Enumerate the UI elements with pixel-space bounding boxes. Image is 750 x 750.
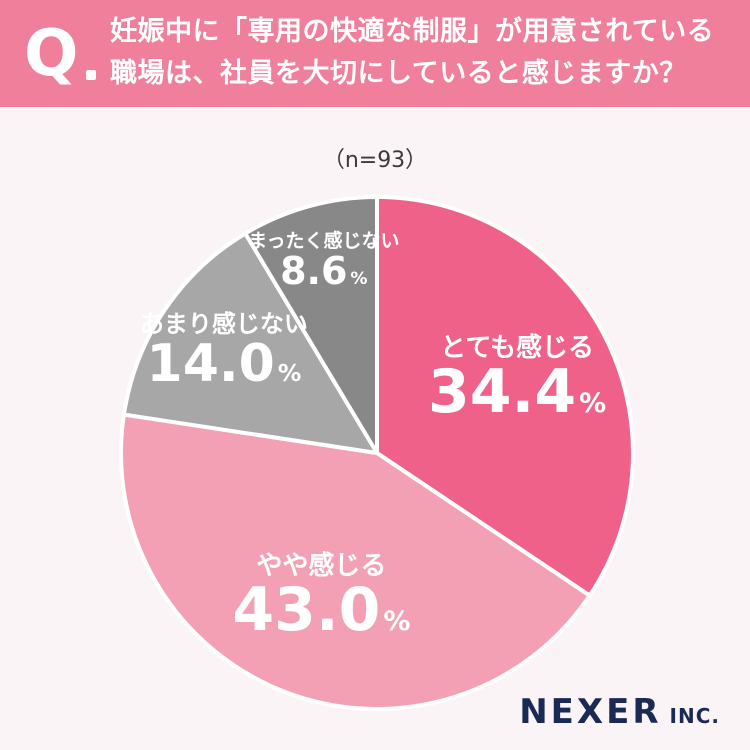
value-label: 34.4%: [428, 362, 606, 422]
nexer-logo: NEXER INC.: [519, 692, 720, 732]
slice-mattaku-kanjinai: [243, 195, 379, 455]
value-number: 43.0: [232, 575, 381, 646]
label-mattaku-kanjinai: まったく感じない 8.6%: [248, 231, 399, 290]
value-unit: %: [277, 358, 302, 387]
category-label: あまり感じない: [139, 310, 308, 339]
question-mark-dot: [86, 70, 96, 80]
value-number: 14.0: [146, 333, 275, 394]
value-unit: %: [383, 606, 411, 638]
question-text: 妊娠中に「専用の快適な制服」が用意されている 職場は、社員を大切にしていると感じ…: [110, 11, 740, 95]
slice-amari-kanjinai: [121, 231, 379, 455]
value-number: 34.4: [428, 357, 577, 428]
question-line-1: 妊娠中に「専用の快適な制服」が用意されている: [110, 16, 715, 47]
value-number: 8.6: [280, 248, 348, 293]
category-label: やや感じる: [256, 550, 387, 581]
value-unit: %: [579, 388, 607, 420]
value-label: 14.0%: [140, 338, 308, 390]
slice-totemo-kanjiru: [375, 195, 635, 598]
label-amari-kanjinai: あまり感じない 14.0%: [139, 310, 308, 390]
value-unit: %: [350, 268, 368, 289]
slice-yaya-kanjiru: [119, 412, 592, 711]
value-label: 43.0%: [232, 580, 410, 640]
category-label: とても感じる: [440, 332, 595, 363]
category-label: まったく感じない: [248, 230, 400, 253]
logo-sub: INC.: [669, 704, 720, 728]
question-line-2: 職場は、社員を大切にしていると感じますか？: [110, 58, 687, 89]
label-totemo-kanjiru: とても感じる 34.4%: [428, 334, 606, 423]
value-label: 8.6%: [248, 252, 399, 290]
logo-main: NEXER: [519, 692, 662, 732]
label-yaya-kanjiru: やや感じる 43.0%: [232, 552, 410, 641]
question-mark: Q: [24, 17, 79, 91]
question-header: Q 妊娠中に「専用の快適な制服」が用意されている 職場は、社員を大切にしていると…: [0, 0, 750, 107]
sample-size: （n=93）: [322, 148, 428, 173]
